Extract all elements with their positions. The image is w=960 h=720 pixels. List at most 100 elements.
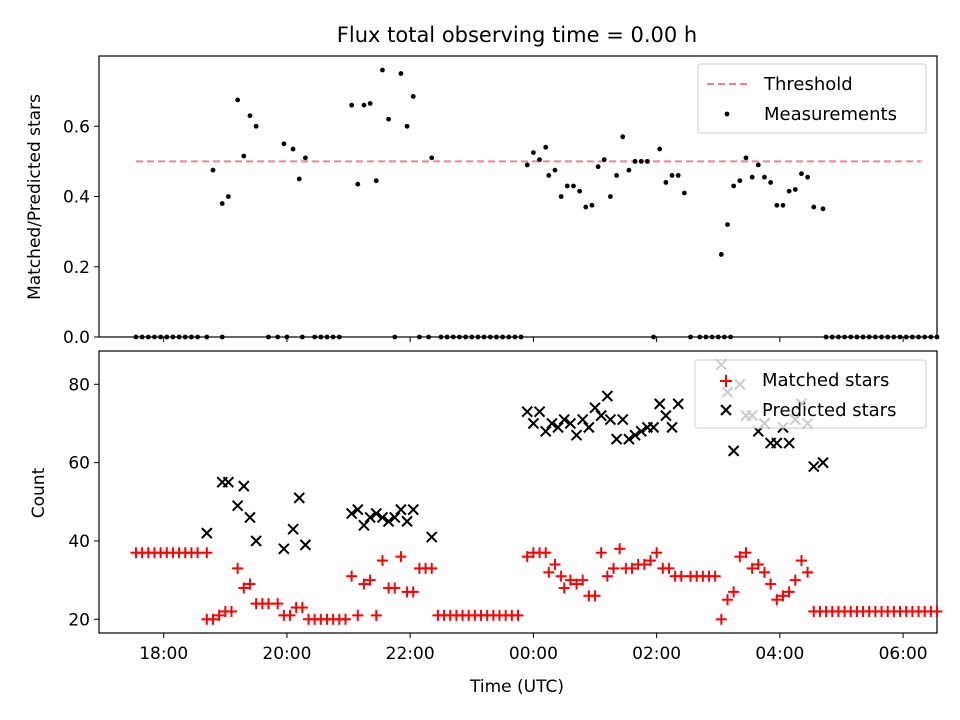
predicted-star-marker [629,429,641,441]
bottom-y-tick-label: 40 [68,532,90,552]
bottom-panel-frame [98,350,938,634]
matched-star-marker [389,582,401,594]
predicted-star-marker [783,437,795,449]
measurement-point [463,334,469,340]
predicted-star-marker [352,503,364,516]
measurement-point [681,190,687,196]
measurement-point [768,180,774,185]
predicted-star-marker [278,543,290,555]
measurement-point [281,141,287,147]
matched-star-marker [577,574,589,586]
matched-star-marker [540,547,552,559]
measurement-point [663,180,669,185]
measurement-point [811,204,817,210]
measurement-point [469,334,475,340]
measurement-point [774,202,780,208]
measurement-point [644,158,650,164]
matched-star-marker [238,582,250,594]
bottom-x-ticks: 18:00 20:00 22:00 00:00 02:00 04:00 06:00 [139,633,928,664]
measurement-point [152,334,157,340]
measurement-point [386,116,392,122]
measurement-point [891,334,897,340]
predicted-star-marker [617,413,629,426]
measurement-point [638,158,644,164]
predicted-star-marker [546,417,558,430]
measurement-point [494,334,499,340]
x-tick-label: 06:00 [879,644,928,664]
matched-star-marker [789,574,801,586]
measurement-point [703,334,709,340]
measurement-point [688,334,693,340]
x-tick-label: 20:00 [262,644,311,664]
matched-star-marker [512,609,524,621]
measurement-point [620,134,626,140]
matched-star-marker [201,547,213,559]
measurement-point [799,171,804,177]
predicted-star-marker [635,425,647,437]
matched-star-marker [192,547,204,559]
measurement-point [715,334,721,340]
predicted-star-marker [564,417,577,430]
matched-star-marker [601,570,613,582]
matched-star-marker [931,605,943,617]
matched-star-marker [407,586,419,598]
matched-star-marker [638,558,650,570]
measurement-point [601,157,607,163]
measurement-point [608,194,613,199]
matched-star-marker [758,566,770,578]
matched-star-marker [783,586,795,598]
measurement-point [537,157,542,163]
measurement-point [632,158,638,164]
measurement-point [506,334,512,340]
top-y-ticks: 0.0 0.2 0.4 0.6 [63,117,99,348]
matched-star-marker [752,558,764,570]
measurement-point [595,164,601,170]
predicted-star-marker [727,445,740,457]
matched-star-marker [608,562,620,574]
matched-star-marker [740,547,752,559]
measurement-point [266,334,271,340]
matched-star-marker [225,605,237,617]
top-y-tick-label: 0.4 [63,188,90,208]
predicted-star-marker [623,433,635,445]
measurement-point [571,183,576,189]
measurement-point [743,155,749,161]
matched-star-marker [558,582,570,594]
measurement-point [879,334,884,340]
bottom-legend-box [694,359,927,429]
predicted-star-marker [666,421,678,434]
predicted-star-marker [672,398,684,410]
measurement-point [235,97,241,103]
measurement-point [417,334,422,340]
measurement-point [866,334,872,340]
predicted-star-marker [401,515,413,528]
predicted-star-marker [370,507,382,520]
measurement-point [524,162,530,168]
matched-star-marker [272,598,284,610]
measurement-point [749,174,755,180]
predicted-star-marker [222,476,235,488]
top-panel: 0.0 0.2 0.4 0.6 Matched/Predicted stars Thr… [25,55,940,348]
measurement-point [312,334,318,340]
measurement-point [854,334,860,340]
measurement-point [373,178,379,184]
matched-star-marker [734,551,746,563]
measurement-point [410,93,416,99]
measurement-point [284,334,290,340]
matched-star-marker [339,613,351,625]
x-tick-label: 04:00 [755,644,804,664]
measurement-point [429,155,435,161]
measurement-point [842,334,847,340]
matched-star-marker [207,613,219,625]
measurement-point [909,334,915,340]
measurement-point [392,334,398,340]
matched-star-marker [549,558,561,570]
measurement-point [657,146,663,152]
matched-star-marker [777,590,789,602]
predicted-star-marker [570,429,583,441]
top-legend-box [697,63,927,134]
predicted-star-marker [527,417,540,430]
predicted-star-marker [808,460,820,473]
predicted-star-marker [533,406,546,418]
matched-star-marker [765,578,777,590]
